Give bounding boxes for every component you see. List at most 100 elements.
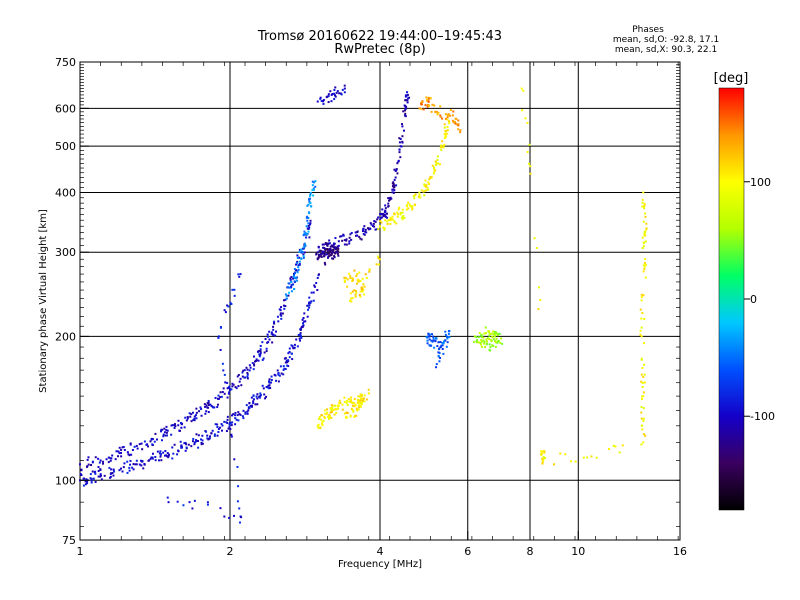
- scatter-point: [351, 277, 354, 280]
- scatter-point: [288, 347, 291, 350]
- scatter-point: [259, 394, 262, 397]
- scatter-point: [272, 328, 275, 331]
- scatter-point: [235, 387, 238, 390]
- scatter-point: [336, 249, 339, 252]
- scatter-point: [435, 366, 438, 369]
- scatter-point: [237, 411, 240, 414]
- y-axis-label: Stationary phase Virtual Height [km]: [38, 209, 49, 393]
- scatter-point: [498, 332, 501, 335]
- scatter-point: [296, 254, 299, 257]
- scatter-point: [313, 285, 316, 288]
- scatter-point: [226, 304, 229, 307]
- scatter-point: [442, 144, 445, 147]
- scatter-point: [195, 411, 198, 414]
- scatter-point: [327, 101, 330, 104]
- scatter-point: [140, 442, 143, 445]
- scatter-point: [439, 345, 442, 348]
- scatter-point: [420, 189, 423, 192]
- scatter-point: [363, 233, 366, 236]
- scatter-point: [250, 396, 253, 399]
- scatter-point: [330, 100, 333, 103]
- scatter-point: [122, 445, 125, 448]
- scatter-point: [201, 434, 204, 437]
- scatter-point: [301, 325, 304, 328]
- scatter-point: [192, 437, 195, 440]
- scatter-point: [199, 406, 202, 409]
- scatter-point: [643, 363, 646, 366]
- data-point: [337, 247, 340, 250]
- scatter-point: [129, 463, 132, 466]
- scatter-point: [421, 100, 424, 103]
- scatter-point: [226, 418, 229, 421]
- scatter-point: [319, 426, 322, 429]
- scatter-point: [350, 396, 353, 399]
- scatter-point: [359, 399, 362, 402]
- scatter-point: [290, 276, 293, 279]
- scatter-point: [641, 201, 644, 204]
- data-point: [249, 366, 252, 369]
- scatter-point: [216, 426, 219, 429]
- data-point: [520, 87, 523, 90]
- scatter-point: [334, 95, 337, 98]
- scatter-point: [367, 388, 370, 391]
- scatter-point: [485, 343, 488, 346]
- scatter-point: [346, 404, 349, 407]
- scatter-point: [207, 401, 210, 404]
- scatter-point: [641, 398, 644, 401]
- scatter-point: [395, 184, 398, 187]
- scatter-point: [493, 333, 496, 336]
- scatter-point: [397, 213, 400, 216]
- scatter-point: [250, 405, 253, 408]
- scatter-point: [226, 415, 229, 418]
- scatter-point: [387, 202, 390, 205]
- scatter-point: [186, 417, 189, 420]
- scatter-point: [642, 205, 645, 208]
- scatter-point: [279, 313, 282, 316]
- scatter-point: [445, 132, 448, 135]
- scatter-point: [290, 344, 293, 347]
- scatter-point: [640, 406, 643, 409]
- scatter-point: [475, 336, 478, 339]
- scatter-point: [200, 443, 203, 446]
- scatter-point: [396, 172, 399, 175]
- scatter-point: [248, 402, 251, 405]
- scatter-point: [293, 288, 296, 291]
- scatter-point: [434, 110, 437, 113]
- scatter-point: [358, 271, 361, 274]
- scatter-point: [311, 180, 314, 183]
- scatter-point: [457, 124, 460, 127]
- scatter-point: [305, 233, 308, 236]
- scatter-point: [428, 333, 431, 336]
- scatter-point: [444, 136, 447, 139]
- scatter-point: [363, 285, 366, 288]
- scatter-point: [307, 224, 310, 227]
- scatter-point: [352, 409, 355, 412]
- scatter-point: [181, 422, 184, 425]
- scatter-point: [346, 285, 349, 288]
- scatter-point: [343, 276, 346, 279]
- scatter-point: [278, 374, 281, 377]
- scatter-point: [475, 340, 478, 343]
- scatter-point: [312, 299, 315, 302]
- scatter-point: [357, 280, 360, 283]
- scatter-point: [228, 425, 231, 428]
- scatter-point: [177, 424, 180, 427]
- scatter-point: [310, 300, 313, 303]
- scatter-point: [343, 84, 346, 87]
- scatter-point: [333, 94, 336, 97]
- scatter-point: [487, 330, 490, 333]
- scatter-point: [223, 420, 226, 423]
- scatter-point: [540, 450, 543, 453]
- scatter-point: [226, 381, 229, 384]
- scatter-point: [452, 110, 455, 113]
- scatter-point: [429, 97, 432, 100]
- scatter-point: [109, 459, 112, 462]
- scatter-point: [276, 315, 279, 318]
- scatter-point: [391, 215, 394, 218]
- scatter-point: [431, 103, 434, 106]
- scatter-point: [268, 384, 271, 387]
- scatter-point: [493, 330, 496, 333]
- data-point: [343, 412, 346, 415]
- scatter-point: [459, 131, 462, 134]
